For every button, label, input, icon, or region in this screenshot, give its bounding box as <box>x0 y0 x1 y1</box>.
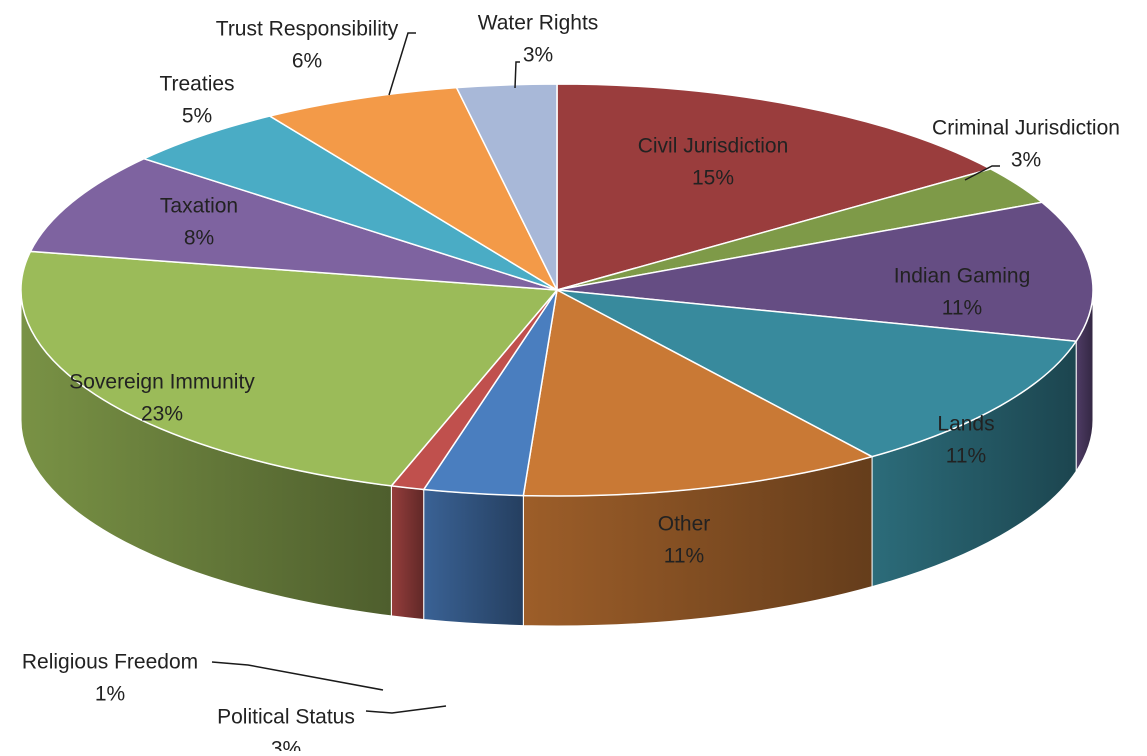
pie-slice-sovereign-immunity <box>20 250 559 487</box>
slice-label-religious-freedom: Religious Freedom <box>22 651 198 674</box>
pie-side-political-status <box>423 488 524 627</box>
slice-value-other: 11% <box>664 545 704 568</box>
leader-line-religious-freedom <box>211 661 384 691</box>
slice-label-trust-responsibility: Trust Responsibility <box>216 18 399 41</box>
pie-slice-water-rights <box>455 83 558 291</box>
slice-value-religious-freedom: 1% <box>95 683 125 706</box>
pie-slice-treaties <box>141 115 558 291</box>
leader-line-political-status <box>365 705 447 714</box>
slice-value-lands: 11% <box>946 445 986 468</box>
slice-value-civil-jurisdiction: 15% <box>692 167 734 190</box>
slice-label-civil-jurisdiction: Civil Jurisdiction <box>638 135 789 158</box>
slice-value-trust-responsibility: 6% <box>292 50 322 73</box>
slice-value-criminal-jurisdiction: 3% <box>1011 149 1041 172</box>
pie-side-religious-freedom <box>390 485 425 621</box>
pie-slice-civil-jurisdiction <box>556 83 993 291</box>
pie-slice-taxation <box>29 157 558 291</box>
pie-slice-trust-responsibility <box>267 86 559 292</box>
leader-line-trust-responsibility <box>388 32 416 96</box>
slice-label-indian-gaming: Indian Gaming <box>894 265 1031 288</box>
pie-slice-other <box>522 288 875 497</box>
slice-label-sovereign-immunity: Sovereign Immunity <box>69 371 255 394</box>
slice-value-political-status: 3% <box>271 738 301 751</box>
slice-value-water-rights: 3% <box>523 44 553 67</box>
slice-value-treaties: 5% <box>182 105 212 128</box>
slice-value-sovereign-immunity: 23% <box>141 403 183 426</box>
slice-label-water-rights: Water Rights <box>478 12 599 35</box>
slice-label-treaties: Treaties <box>159 73 234 96</box>
slice-label-lands: Lands <box>937 413 994 436</box>
slice-value-indian-gaming: 11% <box>942 297 982 320</box>
slice-label-other: Other <box>658 513 711 536</box>
slice-label-criminal-jurisdiction: Criminal Jurisdiction <box>932 117 1120 140</box>
pie-slice-indian-gaming <box>556 201 1094 343</box>
slice-label-taxation: Taxation <box>160 195 238 218</box>
slice-label-political-status: Political Status <box>217 706 355 729</box>
leader-line-criminal-jurisdiction <box>964 165 1000 181</box>
leader-line-water-rights <box>514 61 520 89</box>
pie-slice-lands <box>556 289 1078 458</box>
slice-value-taxation: 8% <box>184 227 214 250</box>
